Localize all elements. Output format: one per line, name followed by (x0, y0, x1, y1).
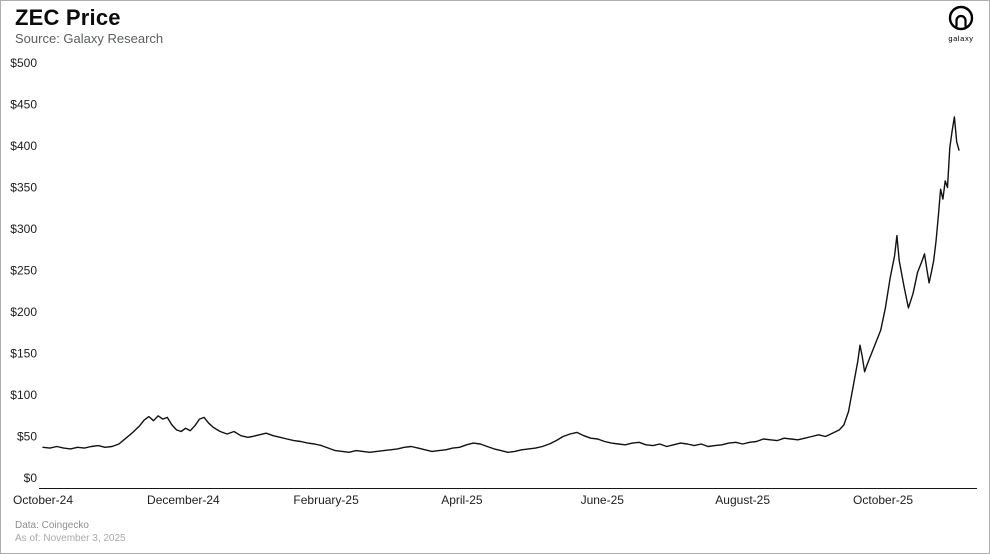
x-axis-tick-label: June-25 (581, 493, 625, 507)
y-axis-tick-label: $0 (24, 471, 38, 485)
data-source-note: Data: Coingecko (15, 520, 89, 531)
zec-price-line (42, 116, 960, 453)
chart-footnotes: Data: Coingecko As of: November 3, 2025 (15, 519, 126, 545)
page-title: ZEC Price (15, 5, 121, 30)
galaxy-logo-icon (948, 5, 974, 31)
x-axis-tick-label: April-25 (441, 493, 483, 507)
x-axis-tick-label: December-24 (147, 493, 220, 507)
y-axis-tick-label: $100 (10, 388, 37, 402)
y-axis-tick-label: $300 (10, 222, 37, 236)
x-axis-tick-label: August-25 (715, 493, 770, 507)
galaxy-logo-text: galaxy (948, 34, 974, 43)
x-axis-tick-label: February-25 (293, 493, 359, 507)
y-axis-tick-label: $450 (10, 98, 37, 112)
y-axis-tick-label: $500 (10, 56, 37, 70)
y-axis-tick-label: $50 (17, 430, 37, 444)
galaxy-logo: galaxy (939, 5, 983, 43)
x-axis-tick-label: October-25 (853, 493, 913, 507)
y-axis-tick-label: $150 (10, 347, 37, 361)
source-label: Source: Galaxy Research (15, 31, 164, 46)
y-axis-tick-label: $250 (10, 264, 37, 278)
as-of-note: As of: November 3, 2025 (15, 533, 126, 544)
y-axis-tick-label: $200 (10, 305, 37, 319)
y-axis-tick-label: $400 (10, 139, 37, 153)
x-axis-tick-label: October-24 (13, 493, 73, 507)
y-axis-tick-label: $350 (10, 181, 37, 195)
